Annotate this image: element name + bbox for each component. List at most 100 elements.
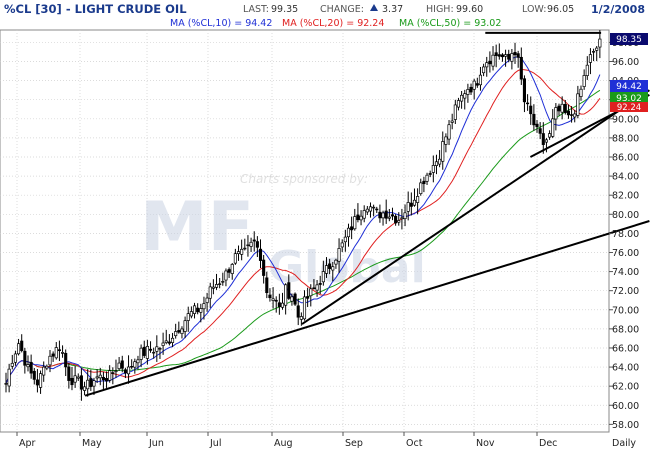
price-bar-body [579,88,583,97]
y-tick-label: 86.00 [612,152,639,163]
price-bar [249,237,253,252]
price-bar [488,51,492,73]
price-bar-body [507,53,511,60]
price-bar-body [224,270,228,281]
price-bar-body [211,286,215,289]
price-bar-body [428,173,432,175]
price-bar-body [155,346,159,352]
price-bar [444,133,448,153]
price-bar-body [416,196,420,203]
price-bar [438,150,442,168]
price-bar [230,262,234,280]
price-bar [139,344,143,368]
price-bar-body [42,366,46,376]
price-bar [595,46,599,62]
price-bar-body [522,78,526,103]
price-bar-body [563,103,567,113]
price-bar [541,122,545,154]
price-bar [387,208,391,222]
x-tick-label: Sep [345,438,363,449]
price-bar-body [29,361,33,374]
price-bar [268,288,272,302]
price-bar-body [236,251,241,255]
price-bar-body [390,214,395,217]
price-bar [48,350,52,373]
price-bar-body [438,158,442,165]
price-bar [560,96,564,120]
price-bar-body [535,123,539,128]
price-bar-body [177,330,181,333]
price-bar [180,326,184,339]
price-bar [469,83,473,95]
ma20-price-tag-text: 92.24 [617,103,641,113]
price-bar [79,368,83,401]
price-bar-body [167,341,171,344]
price-bar [202,296,206,320]
price-bar-body [346,227,351,238]
y-tick-label: 78.00 [612,229,639,240]
price-bar-body [469,86,473,93]
price-bar [277,293,281,315]
price-bar-body [384,210,388,219]
price-bar-body [441,141,445,162]
price-bar [416,188,420,215]
price-bar-body [513,51,517,56]
price-bar [573,109,577,123]
price-bar [504,49,508,67]
price-bar [412,188,417,207]
price-bar-body [73,375,77,383]
price-bar [318,275,322,295]
price-bar-body [482,66,486,74]
price-bar [133,358,137,374]
price-bar [431,155,435,183]
price-bar-body [258,248,263,261]
price-bar [403,204,407,227]
price-bar-body [381,212,385,219]
price-bar [236,245,241,261]
price-bar [592,48,596,62]
price-bar-body [255,241,259,248]
price-bar-body [164,340,168,343]
price-bar-body [133,361,137,368]
price-bar-body [284,284,288,306]
last-label: LAST: [243,4,269,15]
price-bar [4,372,8,393]
price-bar [519,47,523,85]
price-bar-body [189,311,193,317]
price-bar-body [576,93,580,116]
price-bar-body [400,217,404,220]
price-bar-body [208,286,212,299]
price-bar-body [365,208,369,213]
price-bar-body [252,239,256,242]
price-bar-body [302,296,307,320]
price-bar-body [409,202,413,207]
price-bar-body [321,271,325,283]
price-bar [582,69,586,90]
price-bar [10,354,14,370]
price-bar [17,338,21,356]
price-bar-body [98,374,102,379]
price-bar [290,293,294,306]
price-bar-body [403,212,407,220]
price-bar [145,339,149,365]
y-tick-label: 96.00 [612,57,639,68]
price-bar [453,99,457,124]
legend-ma50: MA (%CL,50) = 93.02 [399,18,501,29]
price-bar [331,262,335,282]
price-bar-body [544,139,548,143]
price-bar-body [447,124,451,140]
price-bar [296,298,300,326]
price-bar-body [246,244,250,247]
price-bar [29,354,33,379]
ma20-line [5,68,601,384]
price-bar [485,56,489,77]
price-bar [199,303,203,323]
price-bar [425,172,429,185]
price-bar-body [117,362,121,370]
price-bar-body [136,359,140,364]
last-price-tag: 98.35 [610,33,648,45]
price-bar-body [362,210,366,219]
price-bar [76,373,80,382]
price-bar [104,371,109,388]
price-bar-body [111,372,115,374]
